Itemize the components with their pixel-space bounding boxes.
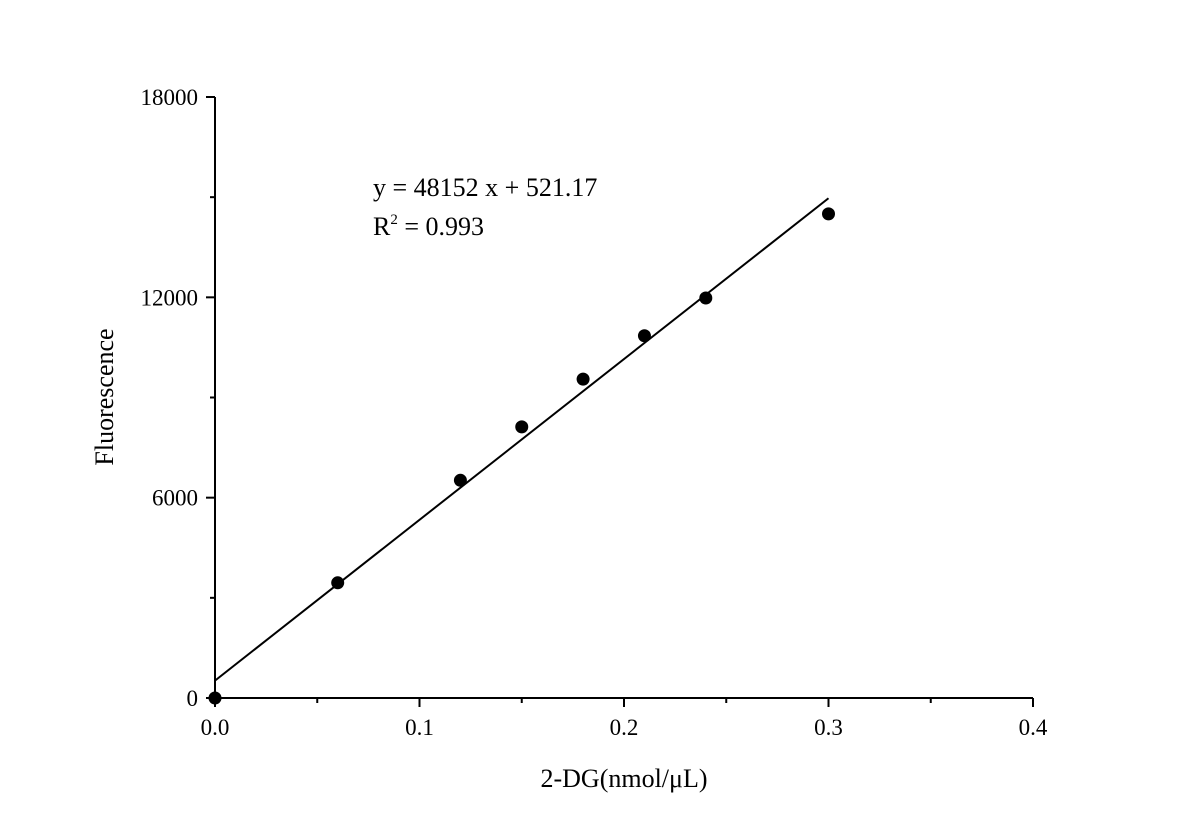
- axes: [214, 97, 1033, 699]
- r-squared-label: R2 = 0.993: [373, 212, 484, 241]
- y-tick-label: 0: [187, 686, 199, 711]
- x-ticks: 0.0 0.1 0.2 0.3 0.4: [201, 698, 1048, 740]
- r-squared-value: = 0.993: [398, 212, 484, 241]
- x-tick-label: 0.1: [405, 715, 434, 740]
- x-tick-label: 0.0: [201, 715, 230, 740]
- data-point: [576, 372, 590, 386]
- data-point: [822, 207, 835, 221]
- x-tick-label: 0.3: [814, 715, 843, 740]
- y-axis-label: Fluorescence: [90, 328, 119, 465]
- fit-line-group: [214, 197, 830, 682]
- y-ticks: 0 6000 12000 18000: [141, 85, 215, 711]
- x-tick-label: 0.4: [1019, 715, 1048, 740]
- r-squared-superscript: 2: [390, 212, 398, 228]
- regression-equation: y = 48152 x + 521.17: [373, 173, 597, 202]
- data-points: [208, 207, 835, 705]
- y-tick-label: 12000: [141, 285, 199, 310]
- data-point: [453, 473, 467, 487]
- r-squared-r: R: [373, 212, 391, 241]
- data-point: [208, 691, 222, 705]
- data-point: [637, 329, 651, 343]
- x-tick-label: 0.2: [610, 715, 639, 740]
- data-point: [515, 420, 529, 434]
- x-axis-label: 2-DG(nmol/μL): [540, 764, 707, 793]
- fit-line: [214, 197, 830, 682]
- data-point: [699, 291, 713, 305]
- data-point: [331, 576, 345, 590]
- y-tick-label: 18000: [141, 85, 199, 110]
- y-tick-label: 6000: [152, 486, 198, 511]
